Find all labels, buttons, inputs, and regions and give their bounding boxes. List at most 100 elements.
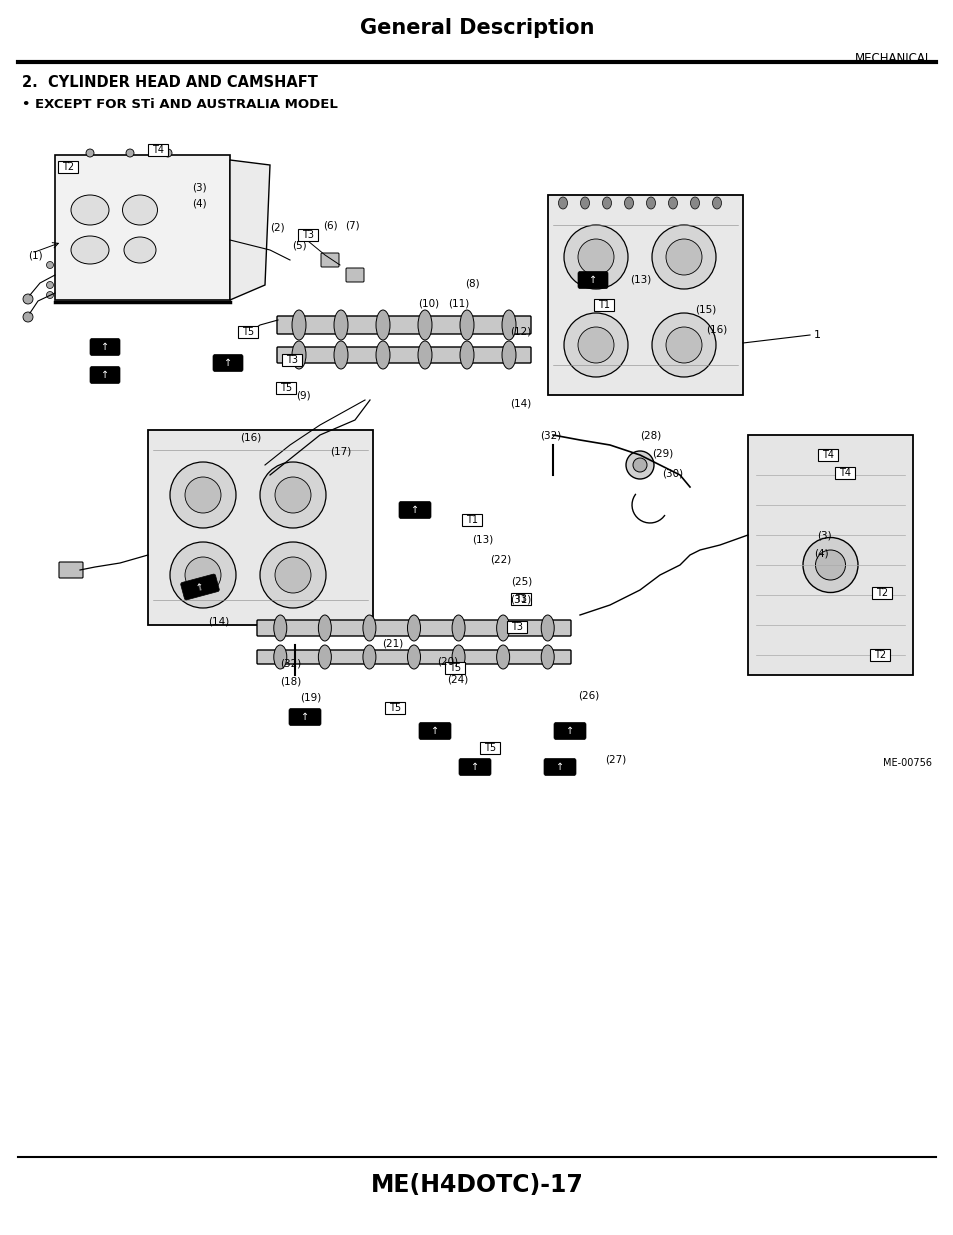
Text: (12): (12) <box>510 326 531 336</box>
FancyBboxPatch shape <box>213 354 243 372</box>
Text: T1: T1 <box>465 515 477 525</box>
FancyBboxPatch shape <box>817 450 837 461</box>
Text: (13): (13) <box>472 535 493 545</box>
Ellipse shape <box>646 198 655 209</box>
Ellipse shape <box>407 645 420 669</box>
Circle shape <box>23 312 33 322</box>
Ellipse shape <box>497 615 509 641</box>
Text: (16): (16) <box>240 433 261 443</box>
FancyBboxPatch shape <box>289 709 320 725</box>
Circle shape <box>578 327 614 363</box>
Circle shape <box>274 557 311 593</box>
Text: ↑: ↑ <box>224 358 232 368</box>
Text: ↑: ↑ <box>194 582 205 593</box>
Text: (21): (21) <box>381 638 403 650</box>
Text: • EXCEPT FOR STi AND AUSTRALIA MODEL: • EXCEPT FOR STi AND AUSTRALIA MODEL <box>22 98 337 111</box>
Ellipse shape <box>292 341 306 369</box>
FancyBboxPatch shape <box>90 367 120 384</box>
Circle shape <box>23 294 33 304</box>
Text: (3): (3) <box>192 182 207 191</box>
FancyBboxPatch shape <box>479 742 499 755</box>
Text: (13): (13) <box>629 275 651 285</box>
Text: ↑: ↑ <box>411 505 418 515</box>
Text: (11): (11) <box>448 298 469 308</box>
Ellipse shape <box>602 198 611 209</box>
Text: (5): (5) <box>292 240 306 249</box>
Text: T3: T3 <box>511 622 522 632</box>
Circle shape <box>651 225 716 289</box>
FancyBboxPatch shape <box>275 382 295 394</box>
FancyBboxPatch shape <box>237 326 257 338</box>
FancyBboxPatch shape <box>276 347 531 363</box>
Text: (7): (7) <box>345 220 359 230</box>
Text: T4: T4 <box>821 450 833 459</box>
Ellipse shape <box>668 198 677 209</box>
Text: ↑: ↑ <box>588 275 597 285</box>
Text: MECHANICAL: MECHANICAL <box>854 52 931 65</box>
Ellipse shape <box>334 341 348 369</box>
FancyBboxPatch shape <box>869 650 889 661</box>
Text: (26): (26) <box>578 690 598 700</box>
Ellipse shape <box>540 615 554 641</box>
Circle shape <box>47 282 53 289</box>
Text: General Description: General Description <box>359 19 594 38</box>
Text: (29): (29) <box>651 448 673 458</box>
Text: (3): (3) <box>816 530 831 540</box>
Text: (25): (25) <box>511 576 532 585</box>
FancyBboxPatch shape <box>444 662 464 674</box>
Ellipse shape <box>579 198 589 209</box>
Text: T2: T2 <box>873 650 885 659</box>
Text: 2.  CYLINDER HEAD AND CAMSHAFT: 2. CYLINDER HEAD AND CAMSHAFT <box>22 75 317 90</box>
Ellipse shape <box>124 237 156 263</box>
Ellipse shape <box>815 550 844 580</box>
Ellipse shape <box>452 615 464 641</box>
FancyBboxPatch shape <box>458 758 491 776</box>
Ellipse shape <box>318 645 331 669</box>
Text: (20): (20) <box>436 656 457 666</box>
Text: (10): (10) <box>417 298 438 308</box>
Text: T3: T3 <box>302 230 314 240</box>
Text: T3: T3 <box>286 354 297 366</box>
Ellipse shape <box>540 645 554 669</box>
Ellipse shape <box>407 615 420 641</box>
Text: (32): (32) <box>280 658 301 668</box>
FancyBboxPatch shape <box>346 268 364 282</box>
Text: T5: T5 <box>242 327 253 337</box>
FancyBboxPatch shape <box>871 587 891 599</box>
Circle shape <box>563 225 627 289</box>
FancyBboxPatch shape <box>511 593 531 605</box>
Circle shape <box>260 462 326 529</box>
Text: ↑: ↑ <box>565 726 574 736</box>
Ellipse shape <box>318 615 331 641</box>
FancyBboxPatch shape <box>59 562 83 578</box>
Circle shape <box>47 291 53 299</box>
FancyBboxPatch shape <box>547 195 742 395</box>
Ellipse shape <box>292 310 306 340</box>
Ellipse shape <box>558 198 567 209</box>
Text: (6): (6) <box>323 220 337 230</box>
FancyBboxPatch shape <box>320 253 338 267</box>
Circle shape <box>633 458 646 472</box>
Text: (22): (22) <box>490 555 511 564</box>
Text: T4: T4 <box>152 144 164 156</box>
FancyBboxPatch shape <box>297 228 317 241</box>
Text: (30): (30) <box>661 468 682 478</box>
Text: ↑: ↑ <box>101 370 109 380</box>
FancyBboxPatch shape <box>256 650 571 664</box>
Text: (4): (4) <box>192 198 207 207</box>
Text: (18): (18) <box>280 677 301 687</box>
Ellipse shape <box>452 645 464 669</box>
Ellipse shape <box>417 310 432 340</box>
Text: (2): (2) <box>270 222 284 232</box>
Ellipse shape <box>501 310 516 340</box>
Text: (32): (32) <box>539 430 560 440</box>
Text: (28): (28) <box>639 430 660 440</box>
Circle shape <box>563 312 627 377</box>
Ellipse shape <box>122 195 157 225</box>
Ellipse shape <box>71 195 109 225</box>
Circle shape <box>185 557 221 593</box>
Circle shape <box>164 149 172 157</box>
Circle shape <box>170 542 235 608</box>
Text: 1: 1 <box>813 330 821 340</box>
Text: T5: T5 <box>483 743 496 753</box>
